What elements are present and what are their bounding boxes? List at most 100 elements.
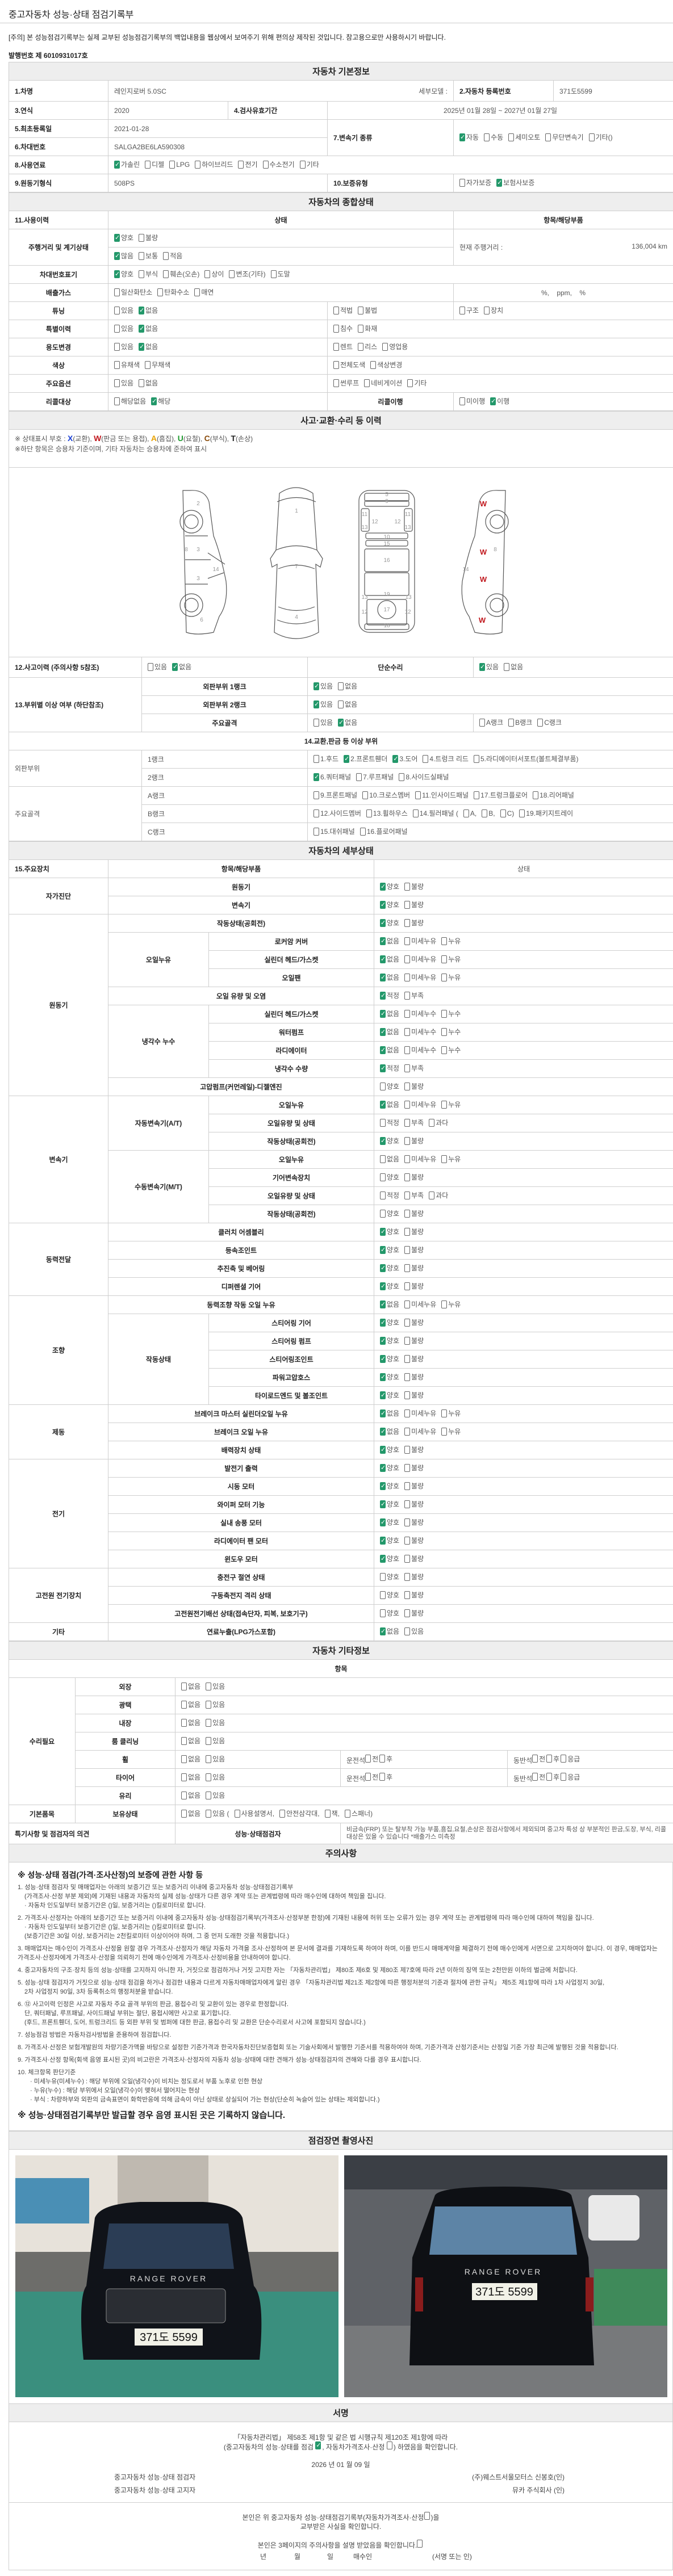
checkbox[interactable] <box>206 1683 211 1690</box>
checkbox[interactable] <box>114 325 120 333</box>
checkbox-option[interactable]: 불량 <box>404 1227 424 1236</box>
checkbox[interactable] <box>404 1210 410 1218</box>
checkbox[interactable] <box>206 1810 211 1818</box>
checkbox-option[interactable]: A랭크 <box>479 718 503 727</box>
checkbox[interactable] <box>441 1010 447 1018</box>
checkbox[interactable] <box>114 252 120 260</box>
checkbox-option[interactable]: 누유 <box>441 972 461 982</box>
checkbox[interactable] <box>380 1064 386 1072</box>
checkbox[interactable] <box>404 1010 410 1018</box>
checkbox-option[interactable]: 13.휠하우스 <box>366 808 408 818</box>
checkbox[interactable] <box>338 682 344 690</box>
checkbox[interactable] <box>139 252 144 260</box>
checkbox[interactable] <box>380 1028 386 1036</box>
checkbox[interactable] <box>338 700 344 708</box>
checkbox[interactable] <box>441 1300 447 1308</box>
checkbox-option[interactable]: 없음 <box>181 1790 200 1800</box>
checkbox[interactable] <box>404 1191 410 1199</box>
checkbox-option[interactable]: 19.패키지트레이 <box>519 808 573 818</box>
checkbox-option[interactable]: 불량 <box>404 1354 424 1363</box>
checkbox[interactable] <box>404 1282 410 1290</box>
checkbox-option[interactable]: 후 <box>546 1754 559 1764</box>
checkbox[interactable] <box>333 307 339 314</box>
checkbox[interactable] <box>380 1500 386 1508</box>
checkbox-option[interactable]: 양호 <box>380 1572 399 1581</box>
checkbox-option[interactable]: 있음 <box>206 1736 225 1746</box>
checkbox-option[interactable]: 불량 <box>404 1081 424 1091</box>
checkbox-option[interactable]: 있음 <box>479 662 499 672</box>
checkbox[interactable] <box>380 1409 386 1417</box>
checkbox-option[interactable]: 양호 <box>380 1354 399 1363</box>
checkbox[interactable] <box>325 1810 331 1818</box>
checkbox-option[interactable]: 누유 <box>441 1154 461 1164</box>
checkbox-option[interactable]: 수소전기 <box>263 160 295 169</box>
checkbox-option[interactable]: 6.쿼터패널 <box>313 772 351 782</box>
checkbox[interactable] <box>533 791 538 799</box>
checkbox[interactable] <box>333 325 339 333</box>
checkbox[interactable] <box>169 161 175 169</box>
checkbox-option[interactable]: 없음 <box>380 1027 399 1037</box>
checkbox[interactable] <box>313 828 319 836</box>
checkbox[interactable] <box>404 1355 410 1363</box>
checkbox-option[interactable]: 불법 <box>358 305 377 315</box>
checkbox-option[interactable]: 사용설명서, <box>235 1809 275 1818</box>
checkbox-option[interactable]: 불량 <box>404 1172 424 1182</box>
checkbox[interactable] <box>404 1518 410 1526</box>
checkbox-option[interactable]: 양호 <box>380 1318 399 1327</box>
checkbox[interactable] <box>474 791 479 799</box>
checkbox[interactable] <box>139 325 144 333</box>
checkbox-option[interactable]: 불량 <box>404 1390 424 1400</box>
checkbox[interactable] <box>114 234 120 242</box>
checkbox-option[interactable]: 불량 <box>404 1245 424 1255</box>
checkbox-option[interactable]: 변조(기타) <box>229 269 265 279</box>
checkbox-option[interactable]: 부족 <box>404 1118 424 1127</box>
checkbox-option[interactable]: 미세누유 <box>404 1100 436 1109</box>
checkbox-option[interactable]: 적정 <box>380 991 399 1000</box>
checkbox[interactable] <box>333 361 339 369</box>
checkbox-option[interactable]: 없음 <box>181 1772 200 1782</box>
checkbox[interactable] <box>380 1482 386 1490</box>
checkbox[interactable] <box>313 700 319 708</box>
checkbox-option[interactable]: 10.크로스멤버 <box>362 790 410 800</box>
checkbox-option[interactable]: 없음 <box>338 699 357 709</box>
checkbox[interactable] <box>404 974 410 981</box>
checkbox[interactable] <box>429 1191 434 1199</box>
checkbox-option[interactable]: 없음 <box>139 342 158 351</box>
checkbox-option[interactable]: 없음 <box>380 1299 399 1309</box>
checkbox[interactable] <box>345 1810 350 1818</box>
checkbox-option[interactable]: 전 <box>365 1754 378 1764</box>
checkbox[interactable] <box>404 1137 410 1145</box>
checkbox[interactable] <box>206 1792 211 1799</box>
checkbox[interactable] <box>204 270 210 278</box>
checkbox[interactable] <box>404 1246 410 1254</box>
checkbox[interactable] <box>380 1228 386 1236</box>
checkbox-option[interactable]: 미세누유 <box>404 954 436 964</box>
checkbox-option[interactable]: 5.라디에이터서포트(볼트체결부품) <box>474 754 579 763</box>
checkbox[interactable] <box>356 773 362 781</box>
checkbox-option[interactable]: 유채색 <box>114 360 140 370</box>
buyer-price-checkbox[interactable] <box>424 2512 430 2520</box>
checkbox[interactable] <box>358 307 363 314</box>
confirm-price-checkbox[interactable] <box>387 2441 392 2449</box>
checkbox[interactable] <box>181 1810 187 1818</box>
checkbox-option[interactable]: A, <box>463 809 476 817</box>
checkbox[interactable] <box>404 1264 410 1272</box>
checkbox[interactable] <box>441 955 447 963</box>
checkbox-option[interactable]: 수동 <box>484 132 503 142</box>
checkbox-option[interactable]: 누유 <box>441 954 461 964</box>
checkbox-option[interactable]: 14.필러패널 ( <box>413 808 458 818</box>
checkbox-option[interactable]: 화재 <box>358 324 377 333</box>
checkbox-option[interactable]: 불량 <box>404 1209 424 1218</box>
checkbox-option[interactable]: 적정 <box>380 1190 399 1200</box>
checkbox[interactable] <box>500 809 506 817</box>
checkbox-option[interactable]: 9.프론트패널 <box>313 790 357 800</box>
checkbox-option[interactable]: 전 <box>532 1754 545 1764</box>
checkbox-option[interactable]: 많음 <box>114 251 133 261</box>
checkbox[interactable] <box>532 1755 538 1763</box>
checkbox[interactable] <box>181 1792 187 1799</box>
checkbox[interactable] <box>194 288 200 296</box>
checkbox-option[interactable]: 없음 <box>380 1100 399 1109</box>
checkbox-option[interactable]: 없음 <box>338 718 357 727</box>
checkbox-option[interactable]: 누수 <box>441 1045 461 1055</box>
checkbox[interactable] <box>545 133 551 141</box>
